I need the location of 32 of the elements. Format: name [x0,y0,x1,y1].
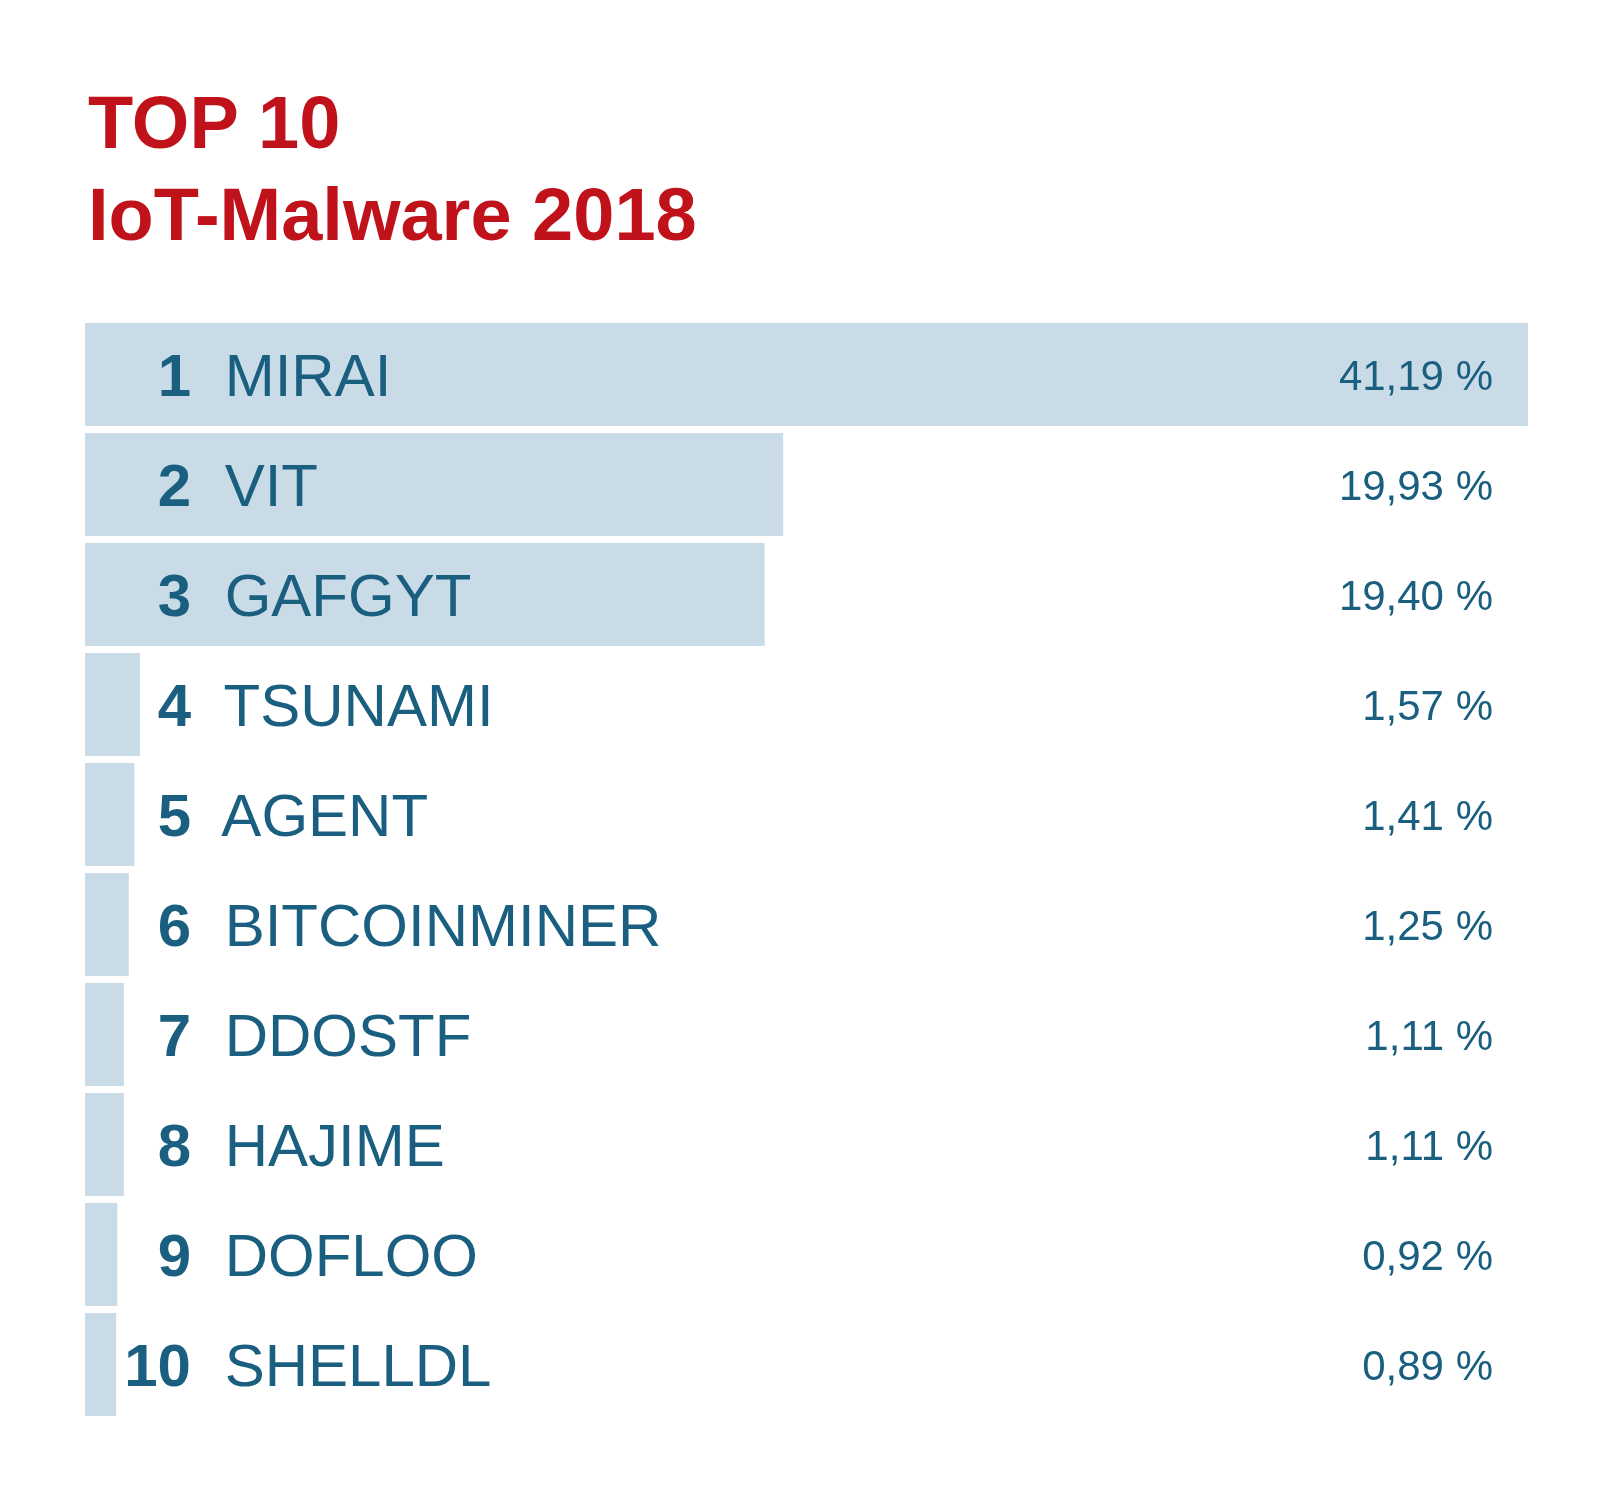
y-tick-label: 1 MIRAI [157,341,392,409]
data-label: 1,11 % [1365,1011,1493,1059]
data-label: 19,93 % [1338,461,1493,509]
y-tick-label: 10 SHELLDL [124,1331,492,1399]
bar [85,1313,117,1416]
y-tick-label: 8 HAJIME [157,1111,445,1179]
data-label: 41,19 % [1338,351,1493,399]
y-tick-label: 6 BITCOINMINER [157,891,662,959]
y-tick-label: 7 DDOSTF [157,1001,472,1069]
chart-subtitle: IoT-Malware 2018 [88,173,697,256]
bar [85,873,129,976]
bar [85,543,765,646]
bar [85,983,124,1086]
bar [85,1203,118,1306]
data-label: 1,57 % [1362,681,1493,729]
bar [85,433,784,536]
data-label: 0,92 % [1362,1231,1493,1279]
bar [85,323,1528,426]
data-label: 1,11 % [1365,1121,1493,1169]
y-tick-label: 2 VIT [157,451,319,519]
chart-title: TOP 10 [88,81,341,164]
y-tick-label: 4 TSUNAMI [157,671,494,739]
data-label: 1,41 % [1362,791,1493,839]
bar [85,763,135,866]
y-tick-label: 3 GAFGYT [157,561,472,629]
y-tick-label: 5 AGENT [157,781,429,849]
y-tick-label: 9 DOFLOO [157,1221,479,1289]
bar [85,1093,124,1196]
data-label: 19,40 % [1338,571,1493,619]
data-label: 0,89 % [1362,1341,1493,1389]
data-label: 1,25 % [1362,901,1493,949]
bar [85,653,140,756]
